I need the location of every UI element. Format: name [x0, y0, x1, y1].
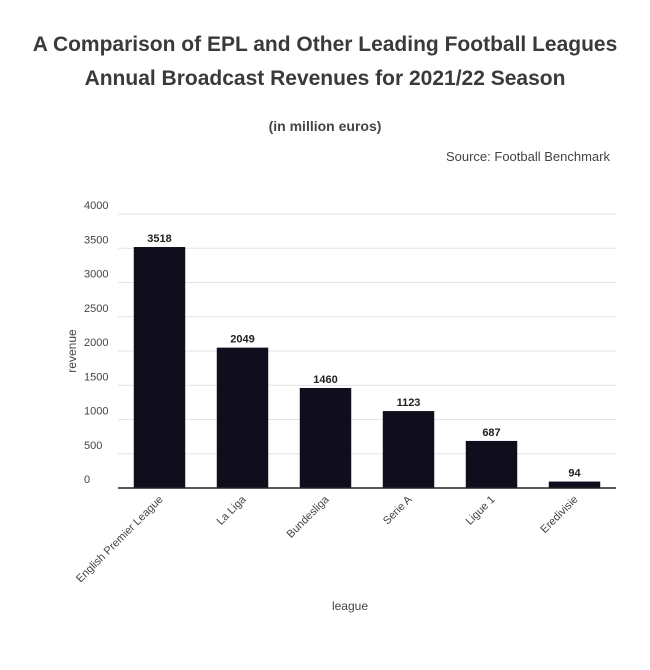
y-tick-label: 3500: [84, 234, 108, 246]
data-labels: 3518 2049 1460 1123 687 94: [147, 233, 581, 480]
y-tick-label: 3000: [84, 269, 108, 281]
bars: [133, 247, 601, 488]
y-tick-label: 1500: [84, 371, 108, 383]
bar: [465, 440, 518, 488]
y-tick-label: 1000: [84, 406, 108, 418]
x-axis-ticks: English Premier League La Liga Bundesliga S…: [74, 493, 581, 585]
chart-title-line2: Annual Broadcast Revenues for 2021/22 Se…: [84, 67, 566, 90]
y-axis-title: revenue: [65, 329, 79, 373]
y-tick-label: 2000: [84, 337, 108, 349]
data-label: 94: [568, 468, 581, 480]
x-axis-title: league: [332, 599, 368, 613]
bar: [299, 387, 352, 488]
data-label: 687: [482, 427, 500, 439]
bar: [548, 481, 601, 488]
gridlines: [118, 213, 616, 455]
x-tick-label: Eredivisie: [538, 494, 580, 536]
x-tick-label: Bundesliga: [285, 493, 333, 541]
y-axis-ticks: 0 500 1000 1500 2000 2500 3000 3500 4000: [84, 200, 108, 486]
data-label: 1460: [313, 374, 337, 386]
chart-title-line1: A Comparison of EPL and Other Leading Fo…: [32, 33, 618, 56]
data-label: 1123: [397, 397, 421, 409]
y-tick-label: 4000: [84, 200, 108, 212]
x-tick-label: La Liga: [215, 493, 250, 528]
y-tick-label: 0: [84, 474, 90, 486]
data-label: 2049: [230, 334, 254, 346]
bar: [133, 247, 186, 488]
x-tick-label: English Premier League: [74, 494, 166, 586]
chart-source: Source: Football Benchmark: [445, 149, 610, 164]
bar: [382, 411, 435, 488]
x-tick-label: Ligue 1: [464, 494, 498, 528]
chart-subtitle: (in million euros): [268, 118, 382, 134]
data-label: 3518: [147, 233, 171, 245]
y-tick-label: 2500: [84, 303, 108, 315]
y-tick-label: 500: [84, 440, 102, 452]
x-tick-label: Serie A: [381, 493, 415, 527]
bar: [216, 347, 269, 488]
